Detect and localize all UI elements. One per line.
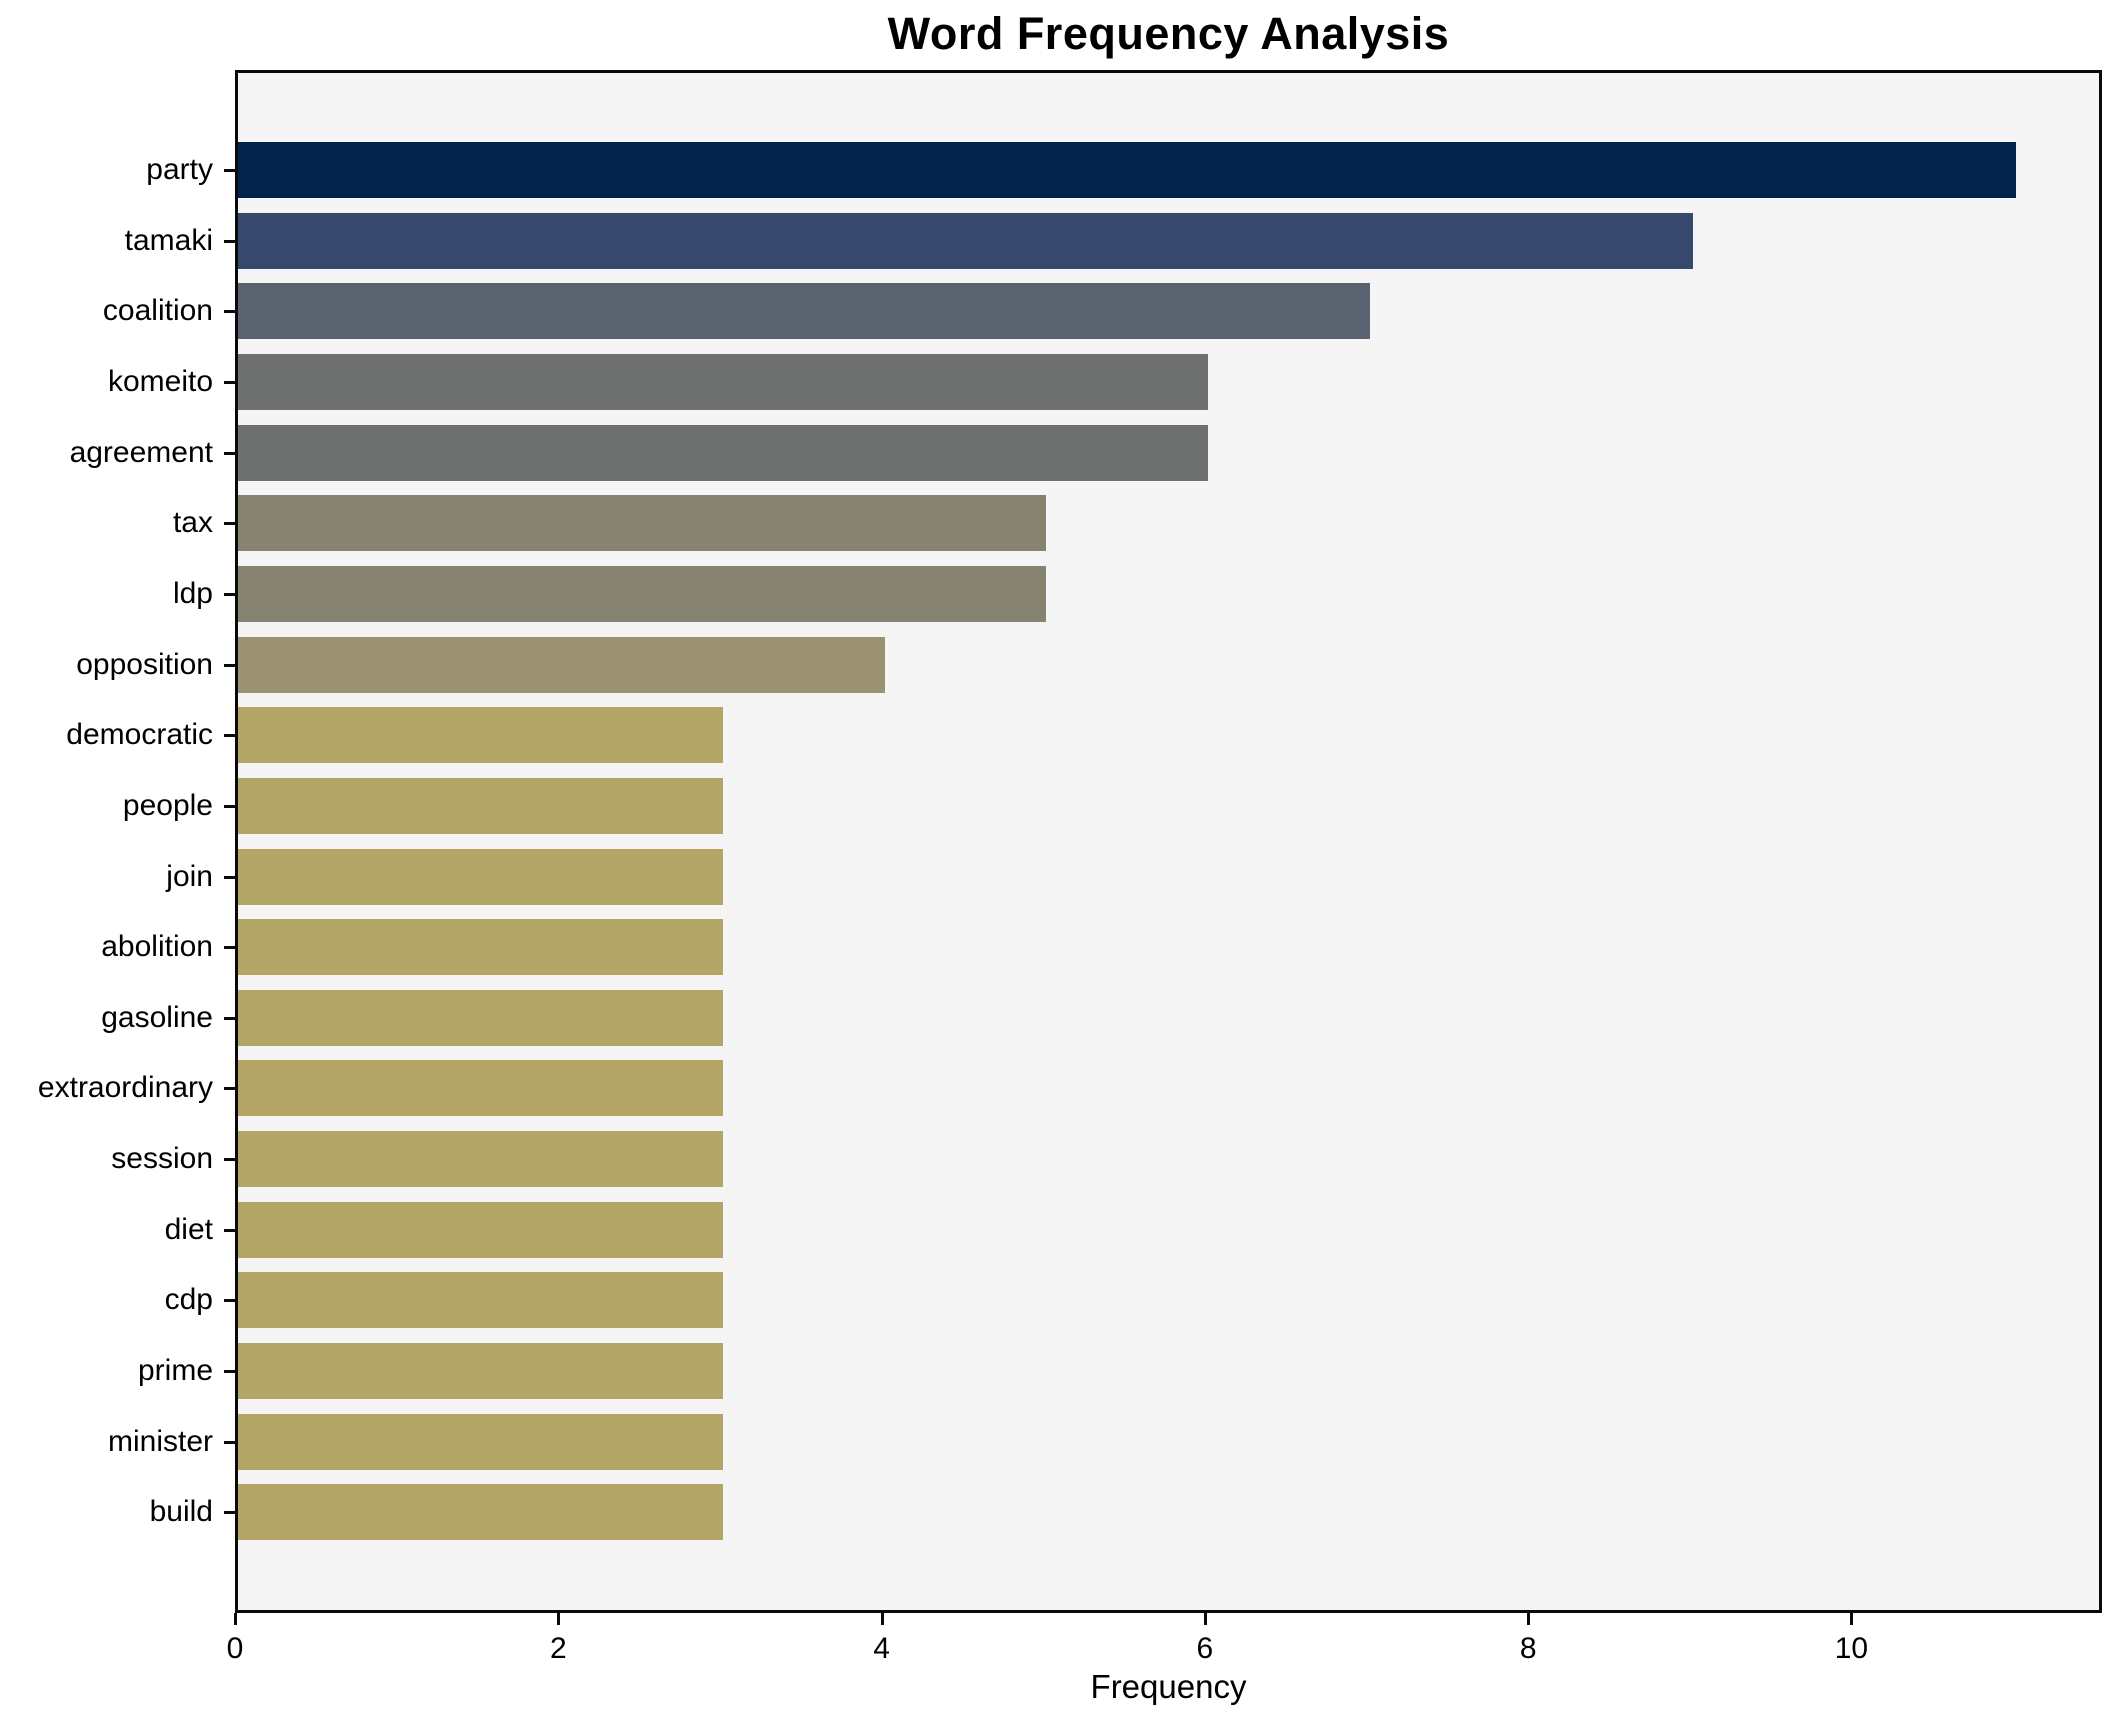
bar-tax	[238, 495, 1046, 552]
bar-join	[238, 848, 723, 905]
y-tick-mark	[224, 522, 235, 526]
x-tick-mark	[234, 1613, 237, 1625]
y-tick-label-diet: diet	[164, 1212, 213, 1246]
bar-ldp	[238, 565, 1046, 622]
bar-people	[238, 777, 723, 834]
y-tick-mark	[224, 1087, 235, 1091]
bar-opposition	[238, 636, 885, 693]
y-tick-mark	[224, 1370, 235, 1374]
bar-extraordinary	[238, 1060, 723, 1117]
y-tick-label-minister: minister	[107, 1424, 213, 1458]
y-tick-label-party: party	[146, 153, 213, 186]
bar-coalition	[238, 283, 1370, 340]
chart-title: Word Frequency Analysis	[887, 8, 1450, 59]
y-tick-label-opposition: opposition	[76, 647, 213, 681]
x-axis-label: Frequency	[1090, 1668, 1247, 1705]
y-tick-mark	[224, 1511, 235, 1515]
y-tick-mark	[224, 663, 235, 667]
x-tick-label-8: 8	[1519, 1632, 1537, 1665]
y-tick-mark	[224, 451, 235, 455]
bar-agreement	[238, 424, 1208, 481]
bar-diet	[238, 1201, 723, 1258]
y-tick-mark	[224, 380, 235, 384]
plot-area	[235, 70, 2102, 1613]
y-tick-mark	[224, 592, 235, 596]
y-tick-mark	[224, 239, 235, 243]
y-tick-label-tamaki: tamaki	[124, 223, 213, 257]
x-tick-label-6: 6	[1196, 1632, 1214, 1665]
y-tick-label-komeito: komeito	[107, 364, 213, 398]
x-tick-label-10: 10	[1834, 1632, 1869, 1665]
y-tick-mark	[224, 734, 235, 738]
y-tick-label-coalition: coalition	[102, 294, 213, 328]
y-tick-mark	[224, 804, 235, 808]
bar-party	[238, 142, 2016, 198]
y-tick-label-session: session	[111, 1142, 213, 1176]
y-tick-label-prime: prime	[137, 1354, 213, 1388]
y-tick-mark	[224, 1440, 235, 1444]
y-tick-label-democratic: democratic	[66, 718, 213, 752]
x-tick-mark	[1850, 1613, 1854, 1625]
y-tick-mark	[224, 1299, 235, 1303]
y-tick-label-extraordinary: extraordinary	[37, 1071, 213, 1105]
x-tick-label-2: 2	[549, 1632, 567, 1665]
bar-tamaki	[238, 212, 1693, 269]
y-tick-label-build: build	[149, 1495, 213, 1529]
y-tick-label-tax: tax	[172, 506, 213, 540]
y-tick-label-agreement: agreement	[69, 435, 213, 469]
y-tick-label-ldp: ldp	[172, 576, 213, 610]
y-tick-label-cdp: cdp	[164, 1283, 213, 1317]
bar-abolition	[238, 919, 723, 976]
y-tick-label-abolition: abolition	[101, 930, 213, 964]
bar-komeito	[238, 353, 1208, 410]
y-tick-mark	[224, 310, 235, 314]
bar-gasoline	[238, 989, 723, 1046]
y-tick-mark	[224, 1158, 235, 1162]
bar-build	[238, 1484, 723, 1541]
bar-session	[238, 1131, 723, 1188]
bar-minister	[238, 1413, 723, 1470]
bar-cdp	[238, 1272, 723, 1329]
y-tick-mark	[224, 169, 235, 172]
x-tick-mark	[880, 1613, 884, 1625]
y-tick-label-join: join	[166, 859, 213, 893]
x-tick-label-0: 0	[226, 1632, 244, 1665]
x-tick-label-4: 4	[873, 1632, 890, 1665]
bar-prime	[238, 1343, 723, 1400]
y-tick-label-gasoline: gasoline	[101, 1000, 213, 1034]
y-tick-mark	[224, 875, 235, 879]
x-tick-mark	[557, 1613, 561, 1625]
y-tick-label-people: people	[122, 788, 213, 822]
y-tick-mark	[224, 946, 235, 950]
x-tick-mark	[1203, 1613, 1207, 1625]
bar-democratic	[238, 707, 723, 764]
x-tick-mark	[1527, 1613, 1531, 1625]
y-tick-mark	[224, 1228, 235, 1232]
y-tick-mark	[224, 1016, 235, 1020]
